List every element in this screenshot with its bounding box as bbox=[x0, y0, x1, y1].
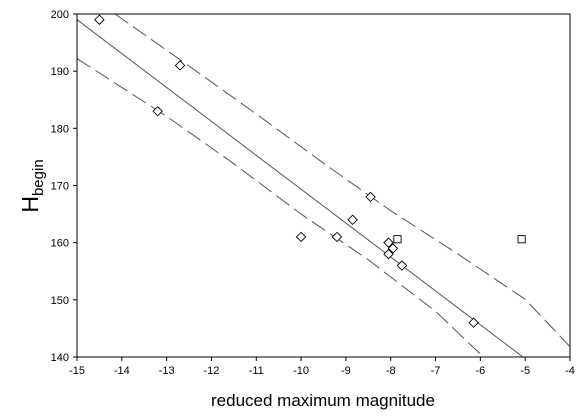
y-axis: 140 150 160 170 180 190 200 bbox=[51, 9, 77, 364]
y-axis-label-main: H bbox=[17, 196, 43, 213]
x-tick-label: -8 bbox=[386, 365, 396, 377]
y-tick-label: 190 bbox=[51, 66, 69, 78]
upper-band-line bbox=[114, 14, 570, 348]
plot-frame bbox=[76, 13, 571, 358]
diamond-point bbox=[295, 231, 307, 243]
x-tick-label: -14 bbox=[114, 365, 130, 377]
diamond-point bbox=[94, 14, 105, 25]
diamond-point bbox=[152, 105, 163, 117]
square-point bbox=[517, 235, 526, 244]
diamond-point bbox=[468, 317, 479, 328]
x-tick-label: -7 bbox=[431, 365, 441, 377]
x-tick-label: -11 bbox=[249, 365, 264, 377]
y-tick-label: 170 bbox=[51, 181, 69, 193]
diamond-point bbox=[331, 231, 343, 243]
y-tick-label: 140 bbox=[51, 352, 69, 364]
plot-content bbox=[77, 14, 570, 357]
x-tick-label: -10 bbox=[293, 365, 309, 377]
x-tick-label: -15 bbox=[69, 365, 85, 377]
x-axis-label: reduced maximum magnitude bbox=[211, 391, 435, 410]
x-tick-label: -5 bbox=[520, 365, 530, 377]
y-tick-label: 150 bbox=[51, 295, 69, 307]
diamond-point bbox=[383, 248, 394, 260]
y-axis-label-subscript: begin bbox=[30, 159, 47, 196]
diamond-point bbox=[174, 60, 186, 71]
diamond-point bbox=[365, 191, 376, 203]
x-tick-label: -4 bbox=[565, 365, 575, 377]
regression-line bbox=[77, 19, 524, 357]
y-axis-label: Hbegin bbox=[17, 159, 47, 212]
y-tick-label: 180 bbox=[51, 123, 69, 135]
y-tick-label: 160 bbox=[51, 238, 69, 250]
diamond-point bbox=[396, 260, 408, 271]
diamond-point bbox=[387, 243, 399, 254]
y-tick-label: 200 bbox=[51, 9, 69, 21]
lower-band-line bbox=[77, 58, 484, 357]
x-tick-label: -9 bbox=[341, 365, 351, 377]
x-tick-label: -12 bbox=[204, 365, 220, 377]
diamond-point bbox=[347, 214, 358, 226]
square-point bbox=[393, 235, 402, 244]
x-tick-label: -6 bbox=[475, 365, 485, 377]
x-axis: -15 -14 -13 -12 -11 -10 -9 -8 -7 -6 -5 -4 bbox=[69, 357, 575, 377]
x-tick-label: -13 bbox=[159, 365, 175, 377]
diamond-point bbox=[383, 237, 394, 248]
